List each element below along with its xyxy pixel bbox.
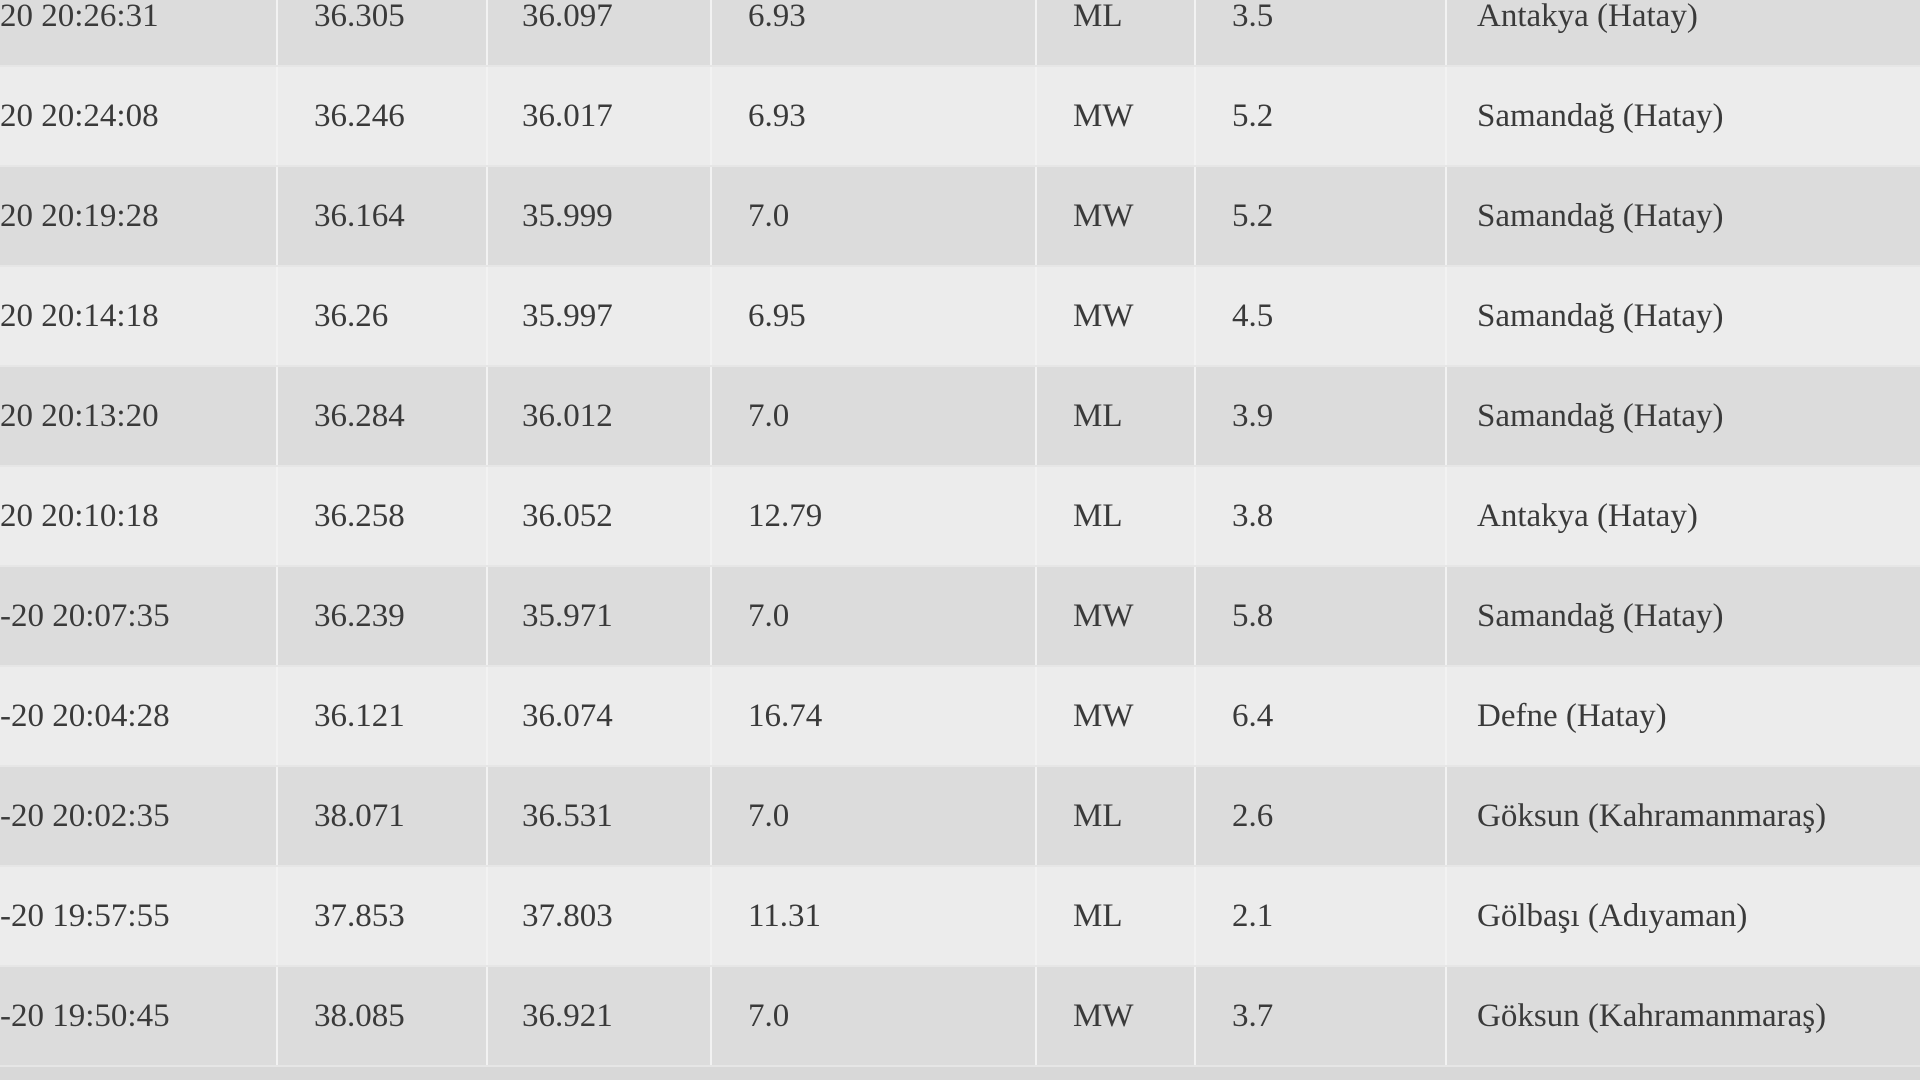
latitude-cell: 36.26 (276, 267, 486, 365)
latitude-cell: 36.258 (276, 467, 486, 565)
location-cell: Samandağ (Hatay) (1445, 567, 1920, 665)
magnitude-type-cell: MW (1035, 167, 1194, 265)
latitude-cell: 38.085 (276, 967, 486, 1065)
magnitude-cell: 2.6 (1194, 767, 1445, 865)
magnitude-type-cell: ML (1035, 367, 1194, 465)
depth-cell: 12.79 (710, 467, 1035, 565)
date-time-cell: 20 20:10:18 (0, 497, 159, 534)
latitude-cell: 36.164 (276, 167, 486, 265)
magnitude-type-cell: ML (1035, 467, 1194, 565)
magnitude-cell: 3.5 (1194, 0, 1445, 65)
magnitude-type-cell: MW (1035, 567, 1194, 665)
location-cell: Göksun (Kahramanmaraş) (1445, 967, 1920, 1065)
date-time-cell: -20 20:02:35 (0, 797, 170, 834)
table-row: -20 20:07:35 36.239 35.971 7.0 MW 5.8 Samandağ… (0, 567, 1920, 667)
depth-cell: 6.93 (710, 67, 1035, 165)
date-time-cell: 20 20:24:08 (0, 97, 159, 134)
location-cell: Antakya (Hatay) (1445, 0, 1920, 65)
longitude-cell: 36.097 (486, 0, 710, 65)
table-row: -20 20:02:35 38.071 36.531 7.0 ML 2.6 Göksun (… (0, 767, 1920, 867)
latitude-cell: 36.239 (276, 567, 486, 665)
depth-cell: 7.0 (710, 367, 1035, 465)
magnitude-type-cell: MW (1035, 967, 1194, 1065)
latitude-cell: 36.305 (276, 0, 486, 65)
magnitude-type-cell: MW (1035, 67, 1194, 165)
latitude-cell: 36.246 (276, 67, 486, 165)
latitude-cell: 37.853 (276, 867, 486, 965)
date-time-cell: -20 19:57:55 (0, 897, 170, 934)
table-row: -20 19:50:45 38.085 36.921 7.0 MW 3.7 Göksun (… (0, 967, 1920, 1067)
date-time-cell: 20 20:14:18 (0, 297, 159, 334)
location-cell: Antakya (Hatay) (1445, 467, 1920, 565)
table-row: 20 20:13:20 36.284 36.012 7.0 ML 3.9 Samandağ … (0, 367, 1920, 467)
table-row: 20 20:26:31 36.305 36.097 6.93 ML 3.5 Antakya … (0, 0, 1920, 67)
depth-cell: 16.74 (710, 667, 1035, 765)
table-row: 20 20:10:18 36.258 36.052 12.79 ML 3.8 Antakya… (0, 467, 1920, 567)
date-time-cell: -20 20:04:28 (0, 697, 170, 734)
magnitude-cell: 3.9 (1194, 367, 1445, 465)
date-time-cell: -20 19:50:45 (0, 997, 170, 1034)
location-cell: Samandağ (Hatay) (1445, 367, 1920, 465)
location-cell: Samandağ (Hatay) (1445, 67, 1920, 165)
latitude-cell: 36.121 (276, 667, 486, 765)
depth-cell: 11.31 (710, 867, 1035, 965)
magnitude-cell: 6.4 (1194, 667, 1445, 765)
depth-cell: 6.93 (710, 0, 1035, 65)
date-time-cell: 20 20:26:31 (0, 0, 159, 34)
magnitude-cell: 5.2 (1194, 167, 1445, 265)
location-cell: Samandağ (Hatay) (1445, 167, 1920, 265)
depth-cell: 7.0 (710, 567, 1035, 665)
longitude-cell: 36.074 (486, 667, 710, 765)
longitude-cell: 35.971 (486, 567, 710, 665)
depth-cell: 7.0 (710, 967, 1035, 1065)
magnitude-cell: 4.5 (1194, 267, 1445, 365)
magnitude-type-cell: MW (1035, 267, 1194, 365)
table-row: -20 20:04:28 36.121 36.074 16.74 MW 6.4 Defne … (0, 667, 1920, 767)
date-time-cell: 20 20:19:28 (0, 197, 159, 234)
longitude-cell: 35.997 (486, 267, 710, 365)
location-cell: Gölbaşı (Adıyaman) (1445, 867, 1920, 965)
magnitude-type-cell: MW (1035, 667, 1194, 765)
location-cell: Göksun (Kahramanmaraş) (1445, 767, 1920, 865)
magnitude-cell: 3.7 (1194, 967, 1445, 1065)
longitude-cell: 36.531 (486, 767, 710, 865)
magnitude-cell: 5.8 (1194, 567, 1445, 665)
table-row: 20 20:19:28 36.164 35.999 7.0 MW 5.2 Samandağ … (0, 167, 1920, 267)
depth-cell: 6.95 (710, 267, 1035, 365)
date-time-cell: -20 20:07:35 (0, 597, 170, 634)
longitude-cell: 36.052 (486, 467, 710, 565)
magnitude-cell: 2.1 (1194, 867, 1445, 965)
depth-cell: 7.0 (710, 767, 1035, 865)
longitude-cell: 35.999 (486, 167, 710, 265)
latitude-cell: 36.284 (276, 367, 486, 465)
table-row: 20 20:14:18 36.26 35.997 6.95 MW 4.5 Samandağ … (0, 267, 1920, 367)
magnitude-type-cell: ML (1035, 767, 1194, 865)
depth-cell: 7.0 (710, 167, 1035, 265)
longitude-cell: 36.921 (486, 967, 710, 1065)
magnitude-type-cell: ML (1035, 867, 1194, 965)
location-cell: Defne (Hatay) (1445, 667, 1920, 765)
date-time-cell: 20 20:13:20 (0, 397, 159, 434)
location-cell: Samandağ (Hatay) (1445, 267, 1920, 365)
magnitude-type-cell: ML (1035, 0, 1194, 65)
magnitude-cell: 3.8 (1194, 467, 1445, 565)
longitude-cell: 36.017 (486, 67, 710, 165)
longitude-cell: 36.012 (486, 367, 710, 465)
table-row: 20 20:24:08 36.246 36.017 6.93 MW 5.2 Samandağ… (0, 67, 1920, 167)
magnitude-cell: 5.2 (1194, 67, 1445, 165)
table-row: -20 19:57:55 37.853 37.803 11.31 ML 2.1 Gölbaş… (0, 867, 1920, 967)
latitude-cell: 38.071 (276, 767, 486, 865)
longitude-cell: 37.803 (486, 867, 710, 965)
